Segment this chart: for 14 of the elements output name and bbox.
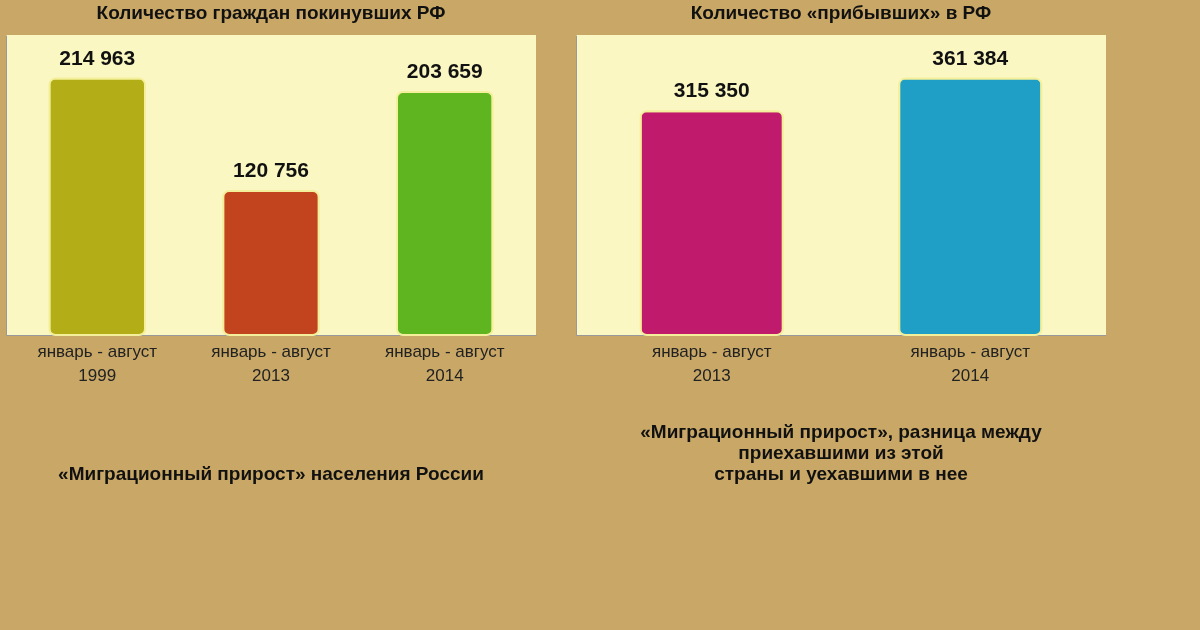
x-tick-label: январь - август 2013 [211,341,332,385]
x-tick-label: январь - август 1999 [37,341,158,385]
text: «Миграционный прирост» населения России [58,463,484,484]
data-label: 203 659 [406,59,483,83]
chart-title: Количество граждан покинувших РФ [96,2,446,23]
data-label: 120 756 [233,157,309,181]
data-label: 214 963 [59,45,136,69]
chart-title: Количество «прибывших» в РФ [690,2,992,23]
x-tick-label: январь - август 2014 [384,341,505,385]
x-tick-label: январь - август 2014 [910,341,1031,385]
data-label: 361 384 [932,45,1009,69]
x-tick-label: январь - август 2013 [651,341,772,385]
text: «Миграционный прирост», разница между приехавшими из этой страны и уехавшими в нее [640,421,1043,484]
data-label: 315 350 [673,78,750,102]
